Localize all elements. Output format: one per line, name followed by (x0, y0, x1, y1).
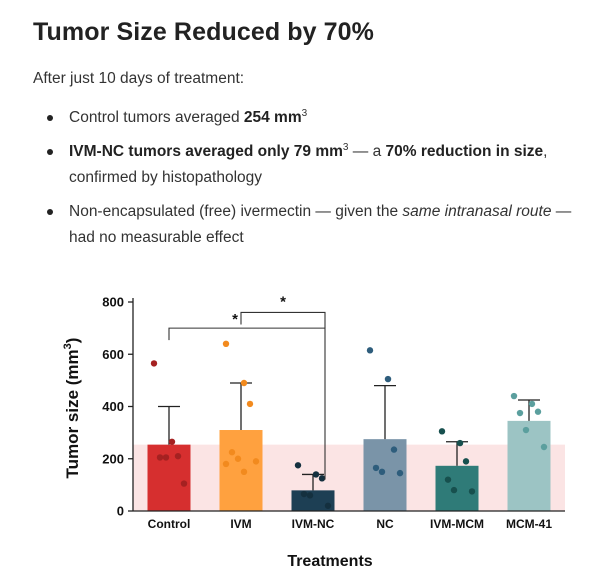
y-axis-label: Tumor size (mm3) (62, 338, 82, 479)
bullet-control-sup: 3 (301, 107, 308, 119)
data-point-ivm-mcm (444, 476, 452, 483)
data-point-control (168, 438, 176, 445)
bullet-ivm-nc: IVM-NC tumors averaged only 79 mm3 — a 7… (33, 139, 578, 191)
data-point-ivm (234, 455, 242, 462)
data-point-control (162, 454, 170, 461)
data-point-ivm-nc (300, 490, 308, 498)
data-point-ivm (228, 449, 236, 456)
bar-mcm-41 (507, 420, 551, 511)
data-point-mcm-41 (528, 400, 536, 408)
data-point-mcm-41 (522, 426, 530, 434)
bullet-ivm-nc-text2: , confirmed by histopathology (69, 143, 548, 186)
y-tick-label: 600 (102, 347, 124, 362)
bar-ivm (219, 430, 263, 511)
y-tick-label: 200 (102, 451, 124, 466)
significance-star-control: * (232, 311, 238, 328)
data-point-ivm-nc (294, 462, 302, 469)
intro-text: After just 10 days of treatment: (33, 70, 245, 87)
data-point-control (174, 452, 182, 460)
bar-control (147, 444, 191, 511)
bullet-free-ivm: Non-encapsulated (free) ivermectin — giv… (33, 199, 578, 251)
x-tick-label-control: Control (148, 517, 191, 531)
data-point-ivm-mcm (456, 439, 464, 447)
bullet-free-ivm-text2: — had no measurable effect (69, 203, 572, 246)
data-point-ivm-mcm (468, 488, 476, 495)
page-title: Tumor Size Reduced by 70% (33, 18, 375, 46)
data-point-control (180, 480, 188, 487)
y-tick-label: 0 (117, 504, 124, 519)
data-point-nc (378, 468, 386, 476)
data-point-ivm-nc (312, 471, 320, 478)
data-point-ivm-nc (306, 492, 314, 499)
data-point-ivm-mcm (450, 486, 458, 494)
x-tick-label-ivm: IVM (230, 517, 251, 531)
significance-star-ivm: * (280, 293, 286, 310)
data-point-ivm-mcm (462, 458, 470, 465)
data-point-mcm-41 (540, 443, 548, 451)
bullet-ivm-nc-reduction: 70% reduction in size (385, 143, 544, 160)
data-point-nc (384, 375, 392, 383)
y-tick-label: 800 (102, 295, 124, 310)
data-point-control (150, 360, 158, 367)
data-point-control (156, 454, 164, 461)
bullet-ivm-nc-value: IVM-NC tumors averaged only 79 mm (69, 143, 343, 160)
x-tick-label-nc: NC (376, 517, 394, 531)
significance-bracket-control (168, 327, 326, 480)
y-tick-label: 400 (102, 399, 124, 414)
findings-list: Control tumors averaged 254 mm3 IVM-NC t… (33, 105, 578, 259)
data-point-nc (390, 446, 398, 453)
bullet-control: Control tumors averaged 254 mm3 (33, 105, 578, 131)
data-point-ivm-nc (324, 502, 332, 509)
data-point-ivm (246, 400, 254, 408)
data-point-mcm-41 (534, 408, 542, 415)
data-point-ivm (222, 460, 230, 468)
bullet-free-ivm-text1: Non-encapsulated (free) ivermectin — giv… (69, 203, 403, 220)
significance-bracket-ivm (240, 311, 326, 329)
reference-band (133, 444, 565, 511)
x-tick-label-mcm-41: MCM-41 (506, 517, 552, 531)
bullet-ivm-nc-text1: — a (348, 143, 386, 160)
x-axis-label: Treatments (287, 553, 372, 570)
x-tick-label-ivm-mcm: IVM-MCM (430, 517, 484, 531)
data-point-mcm-41 (510, 392, 518, 400)
bullet-free-ivm-route: same intranasal route (402, 203, 552, 220)
tumor-size-chart: Control IVM IVM-NC NC IVM-MCM MCM-41 0 200 400 60… (62, 293, 565, 570)
data-point-ivm-nc (318, 475, 326, 482)
x-tick-label-ivm-nc: IVM-NC (292, 517, 335, 531)
data-point-ivm-mcm (438, 428, 446, 435)
data-point-nc (366, 347, 374, 354)
data-point-ivm (252, 458, 260, 465)
data-point-nc (396, 469, 404, 477)
data-point-ivm (240, 379, 248, 387)
data-point-nc (372, 464, 380, 472)
data-point-mcm-41 (516, 409, 524, 417)
bullet-control-text: Control tumors averaged (69, 109, 244, 126)
bullet-ivm-nc-sup: 3 (342, 141, 349, 153)
data-point-ivm (222, 340, 230, 347)
bullet-control-value: 254 mm (243, 109, 302, 126)
data-point-ivm (240, 468, 248, 476)
